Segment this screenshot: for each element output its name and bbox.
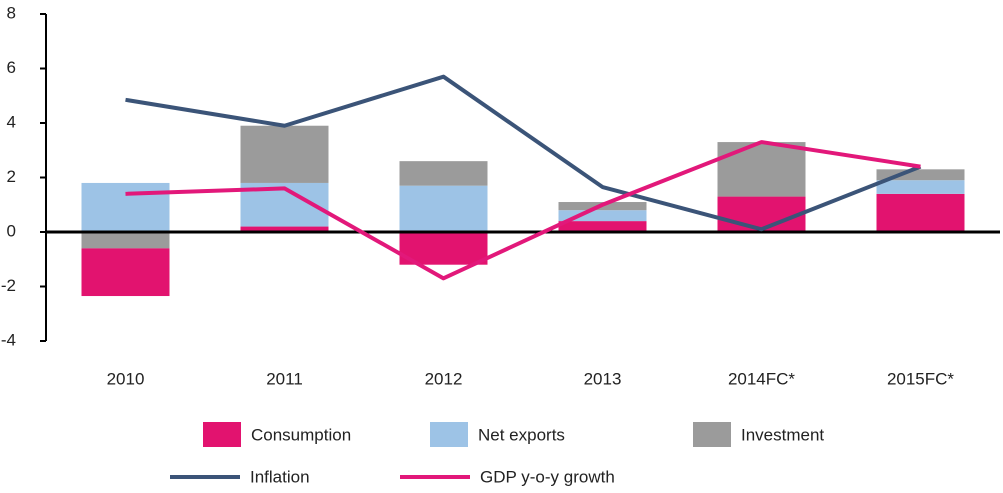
bar [876, 180, 965, 194]
y-tick-label: 8 [7, 3, 16, 22]
bar [558, 221, 647, 232]
bar [876, 169, 965, 181]
legend-label: Investment [741, 425, 824, 444]
bar [81, 232, 170, 249]
legend-label: Net exports [478, 425, 565, 444]
y-tick-label: 2 [7, 167, 16, 186]
legend-label: GDP y-o-y growth [480, 467, 615, 486]
legend-swatch [693, 422, 731, 447]
x-tick-label: 2011 [266, 369, 303, 388]
bar [717, 142, 806, 197]
bar [399, 185, 488, 232]
legend-label: Inflation [250, 467, 310, 486]
bar [558, 210, 647, 222]
bar [876, 193, 965, 232]
line [125, 74, 922, 232]
bar [240, 226, 329, 232]
bar [81, 182, 170, 232]
bar [717, 196, 806, 232]
line [125, 140, 921, 281]
bar [240, 125, 329, 183]
y-tick-label: 0 [7, 221, 16, 240]
y-tick-label: -2 [1, 276, 16, 295]
bar [81, 248, 170, 297]
bar [399, 232, 488, 265]
x-tick-label: 2010 [107, 369, 145, 388]
legend-swatch [430, 422, 468, 447]
y-tick-label: -4 [1, 330, 16, 349]
x-tick-label: 2012 [425, 369, 463, 388]
x-tick-label: 2014FC* [728, 369, 795, 388]
x-tick-label: 2013 [584, 369, 622, 388]
legend-swatch [203, 422, 241, 447]
legend-label: Consumption [251, 425, 351, 444]
x-tick-label: 2015FC* [887, 369, 954, 388]
y-tick-label: 4 [7, 112, 16, 131]
y-tick-label: 6 [7, 58, 16, 77]
bar [399, 161, 488, 186]
